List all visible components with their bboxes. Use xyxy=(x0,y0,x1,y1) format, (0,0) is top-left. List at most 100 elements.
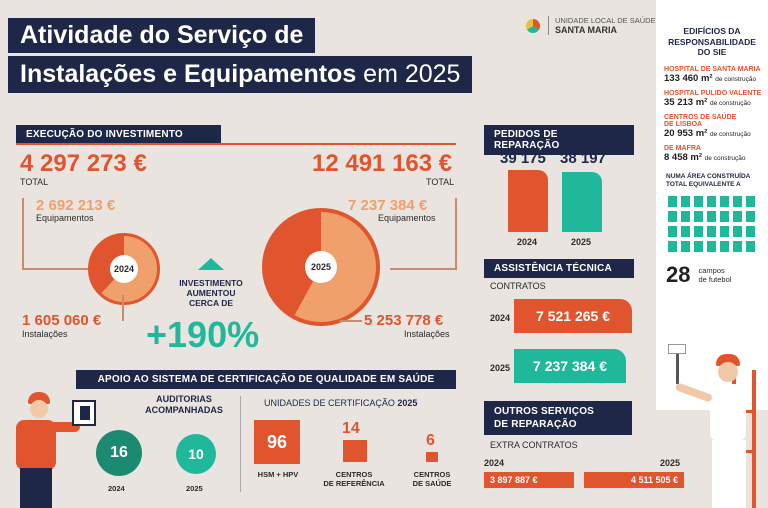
pitch-icon xyxy=(706,195,717,209)
equip-label-2024: Equipamentos xyxy=(36,213,94,223)
pedidos-2025: 38 197 xyxy=(560,150,606,167)
total-label-2025: TOTAL xyxy=(426,177,455,187)
pitch-icon xyxy=(680,240,691,254)
equip-2025: 7 237 384 € xyxy=(348,197,428,214)
outros-year-2024: 2024 xyxy=(484,458,505,468)
logo-line-1: UNIDADE LOCAL DE SAÚDE xyxy=(555,16,656,25)
pitch-icon xyxy=(680,195,691,209)
edificios-title: EDIFÍCIOS DA RESPONSABILIDADE DO SIE xyxy=(668,26,756,58)
outros-sub: EXTRA CONTRATOS xyxy=(490,440,578,450)
pitch-icon xyxy=(719,225,730,239)
pitch-icon xyxy=(680,210,691,224)
pedidos-2024: 39 175 xyxy=(500,150,546,167)
outros-bar-2024: 3 897 887 € xyxy=(484,472,574,488)
connector xyxy=(22,198,24,270)
logo: UNIDADE LOCAL DE SAÚDE SANTA MARIA xyxy=(526,16,656,35)
pitch-icon xyxy=(667,240,678,254)
pitch-icon xyxy=(706,210,717,224)
pitch-icon xyxy=(680,225,691,239)
equip-2024: 2 692 213 € xyxy=(36,197,116,214)
divider xyxy=(240,396,241,492)
edificio-val: 8 458 m² de construção xyxy=(664,151,746,163)
outros-heading: OUTROS SERVIÇOS DE REPARAÇÃO xyxy=(484,401,632,435)
pitch-icon xyxy=(667,225,678,239)
unidade-saude-box xyxy=(426,452,438,462)
worker-illustration xyxy=(0,380,100,508)
unidade-saude-value: 6 xyxy=(426,432,435,449)
pitch-icon xyxy=(732,240,743,254)
inst-label-2025: Instalações xyxy=(404,329,450,339)
logo-icon xyxy=(526,18,540,33)
outros-bar-2025: 4 511 505 € xyxy=(584,472,684,488)
donut-2024: 2024 xyxy=(88,233,160,305)
logo-line-2: SANTA MARIA xyxy=(555,25,617,35)
pedidos-year-2025: 2025 xyxy=(571,237,592,247)
pitch-icon xyxy=(745,240,756,254)
investimento-heading: EXECUÇÃO DO INVESTIMENTO xyxy=(16,125,221,144)
unidade-hsm: 96 xyxy=(254,420,300,464)
assist-year-2024: 2024 xyxy=(490,313,511,323)
total-2024: 4 297 273 € xyxy=(20,150,147,177)
edificios-panel: EDIFÍCIOS DA RESPONSABILIDADE DO SIE HOS… xyxy=(656,0,768,410)
pitch-icon xyxy=(745,210,756,224)
donut-2025: 2025 xyxy=(262,208,380,326)
pitch-icon xyxy=(693,240,704,254)
pitch-icon xyxy=(693,225,704,239)
inst-2024: 1 605 060 € xyxy=(22,312,102,329)
campos-value: 28 xyxy=(666,262,691,288)
edificio-val: 35 213 m² de construção xyxy=(664,96,751,108)
connector xyxy=(22,268,90,270)
pitch-icon xyxy=(693,195,704,209)
auditorias-label: AUDITORIAS ACOMPANHADAS xyxy=(145,394,223,416)
pedidos-heading: PEDIDOS DE REPARAÇÃO xyxy=(484,125,634,155)
divider xyxy=(16,143,456,145)
unidades-label: UNIDADES DE CERTIFICAÇÃO 2025 xyxy=(264,398,418,408)
aud-year-2025: 2025 xyxy=(186,484,203,493)
pitch-icon xyxy=(732,195,743,209)
pitch-icon xyxy=(745,195,756,209)
inst-label-2024: Instalações xyxy=(22,329,68,339)
campos-label: campos de futebol xyxy=(698,266,732,285)
pitch-icon xyxy=(732,225,743,239)
edificio-val: 20 953 m² de construção xyxy=(664,127,751,139)
pitch-icon xyxy=(706,240,717,254)
pitch-icon xyxy=(667,195,678,209)
painter-illustration xyxy=(660,340,768,508)
assistencia-heading: ASSISTÊNCIA TÉCNICA xyxy=(484,259,634,278)
connector xyxy=(340,320,362,322)
assist-box-2024: 7 521 265 € xyxy=(514,299,632,333)
pedidos-year-2024: 2024 xyxy=(517,237,538,247)
auditorias-2024: 16 xyxy=(96,430,142,476)
unidade-saude-label: CENTROS DE SAÚDE xyxy=(412,470,452,488)
assistencia-sub: CONTRATOS xyxy=(490,281,546,291)
pitch-icon xyxy=(693,210,704,224)
pitch-icon xyxy=(719,195,730,209)
edificio-val: 133 460 m² de construção xyxy=(664,72,757,84)
unidade-hsm-label: HSM + HPV xyxy=(257,470,299,479)
connector xyxy=(455,198,457,270)
title-line-1: Atividade do Serviço de xyxy=(8,18,316,53)
pitch-icon xyxy=(719,240,730,254)
year-2025-label: 2025 xyxy=(305,251,337,283)
unidade-ref-box xyxy=(343,440,367,462)
bar-2025 xyxy=(562,172,602,232)
edificio-cat: HOSPITAL PULIDO VALENTE xyxy=(664,89,762,97)
area-label: NUMA ÁREA CONSTRUÍDA TOTAL EQUIVALENTE A xyxy=(666,172,751,188)
aud-year-2024: 2024 xyxy=(108,484,125,493)
assist-year-2025: 2025 xyxy=(490,363,511,373)
title-line-2: Instalações e Equipamentos em 2025 xyxy=(8,56,473,93)
edificio-cat: HOSPITAL DE SANTA MARIA xyxy=(664,65,761,73)
year-2024-label: 2024 xyxy=(110,255,138,283)
pitch-grid xyxy=(666,194,760,254)
up-arrow-icon xyxy=(198,258,224,270)
total-2025: 12 491 163 € xyxy=(312,150,453,177)
increase-text: INVESTIMENTO AUMENTOU CERCA DE xyxy=(179,278,243,309)
inst-2025: 5 253 778 € xyxy=(364,312,444,329)
connector xyxy=(390,268,456,270)
increase-value: +190% xyxy=(146,314,260,355)
pitch-icon xyxy=(706,225,717,239)
auditorias-2025: 10 xyxy=(176,434,216,474)
edificio-cat: CENTROS DE SAÚDE DE LISBOA xyxy=(664,113,737,128)
unidade-ref-label: CENTROS DE REFERÊNCIA xyxy=(323,470,385,488)
pitch-icon xyxy=(732,210,743,224)
